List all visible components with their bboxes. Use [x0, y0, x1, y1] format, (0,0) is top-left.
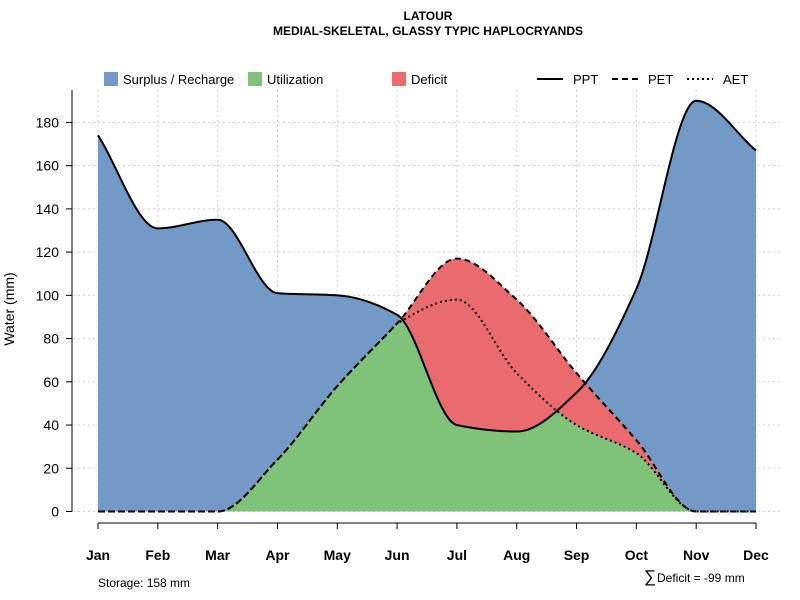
- legend-swatch-deficit: [392, 72, 406, 86]
- deficit-label: Deficit = -99 mm: [657, 571, 745, 585]
- series-line-pet: [98, 257, 756, 513]
- legend-label-pet: PET: [648, 72, 673, 87]
- y-axis-label: Water (mm): [1, 272, 17, 345]
- series-lines: [97, 99, 757, 513]
- y-tick-label: 40: [43, 417, 59, 433]
- x-tick-label: May: [324, 547, 351, 563]
- sum-icon: ∑: [644, 567, 656, 586]
- legend-label-aet: AET: [723, 72, 748, 87]
- y-tick-label: 120: [36, 244, 60, 260]
- x-tick-label: Nov: [683, 547, 710, 563]
- legend-label-surplus: Surplus / Recharge: [123, 72, 234, 87]
- x-tick-label: Jun: [385, 547, 410, 563]
- x-tick-label: Apr: [265, 547, 290, 563]
- x-tick-label: Feb: [145, 547, 170, 563]
- x-tick-label: Oct: [625, 547, 649, 563]
- chart-title: LATOUR: [404, 9, 453, 23]
- x-tick-label: Jul: [447, 547, 467, 563]
- x-tick-label: Aug: [503, 547, 530, 563]
- y-tick-label: 100: [36, 287, 60, 303]
- area-utilization: [98, 320, 756, 512]
- legend-swatch-surplus: [104, 72, 118, 86]
- y-tick-label: 180: [36, 114, 60, 130]
- axes: 0 20 40 60 80 100 120 140 160 180 Jan Feb Mar Apr May J…: [36, 90, 769, 563]
- legend-label-utilization: Utilization: [267, 72, 323, 87]
- series-line-ppt: [97, 99, 757, 433]
- y-tick-label: 160: [36, 158, 60, 174]
- x-tick-label: Sep: [564, 547, 590, 563]
- y-tick-label: 0: [51, 504, 59, 520]
- chart-subtitle: MEDIAL-SKELETAL, GLASSY TYPIC HAPLOCRYAN…: [273, 24, 583, 38]
- legend: Surplus / Recharge Utilization Deficit P…: [104, 72, 748, 87]
- legend-swatch-utilization: [248, 72, 262, 86]
- areas: [98, 100, 756, 512]
- legend-label-ppt: PPT: [573, 72, 598, 87]
- legend-label-deficit: Deficit: [411, 72, 448, 87]
- y-tick-label: 80: [43, 331, 59, 347]
- x-tick-label: Dec: [743, 547, 769, 563]
- storage-label: Storage: 158 mm: [98, 576, 190, 590]
- series-line-aet: [98, 298, 756, 513]
- x-tick-label: Jan: [86, 547, 110, 563]
- y-tick-label: 60: [43, 374, 59, 390]
- area-surplus: [98, 100, 756, 512]
- y-tick-label: 140: [36, 201, 60, 217]
- y-tick-label: 20: [43, 460, 59, 476]
- x-tick-label: Mar: [205, 547, 230, 563]
